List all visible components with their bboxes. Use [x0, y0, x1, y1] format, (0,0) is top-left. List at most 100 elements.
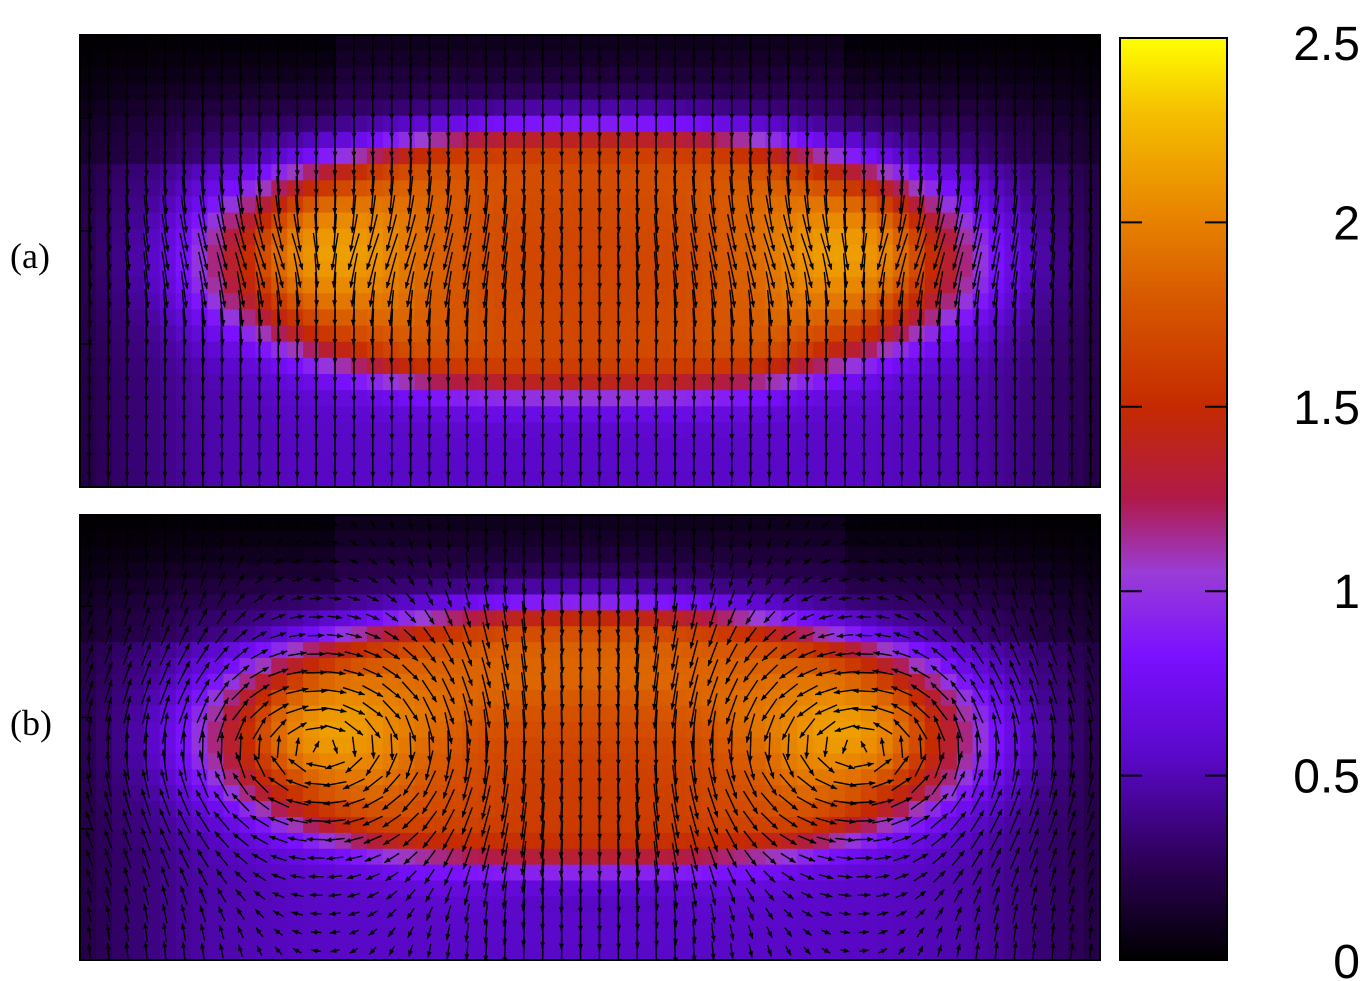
- heatmap-cell: [956, 406, 974, 424]
- heatmap-cell: [111, 658, 129, 675]
- heatmap-cell: [653, 530, 671, 548]
- heatmap-cell: [621, 341, 639, 359]
- heatmap-cell: [1052, 67, 1069, 85]
- heatmap-cell: [924, 896, 942, 913]
- heatmap-cell: [940, 357, 958, 375]
- heatmap-cell: [781, 658, 798, 675]
- vector-arrow: [405, 195, 415, 233]
- heatmap-cell: [860, 721, 878, 739]
- heatmap-cell: [590, 769, 607, 786]
- heatmap-cell: [494, 67, 511, 85]
- vector-arrow: [744, 233, 757, 271]
- heatmap-cell: [765, 705, 782, 723]
- heatmap-cell: [239, 115, 256, 133]
- vector-arrow: [252, 233, 267, 270]
- heatmap-cell: [239, 99, 256, 117]
- heatmap-cell: [605, 261, 623, 278]
- heatmap-cell: [1068, 35, 1085, 52]
- heatmap-cell: [574, 689, 591, 707]
- heatmap-cell: [1068, 880, 1085, 898]
- heatmap-cell: [733, 357, 750, 375]
- heatmap-cell: [143, 864, 161, 882]
- heatmap-cell: [430, 753, 448, 770]
- vector-arrow: [256, 518, 262, 530]
- heatmap-cell: [175, 785, 193, 802]
- heatmap-cell: [159, 912, 177, 929]
- heatmap-cell: [1068, 610, 1085, 627]
- heatmap-cell: [829, 912, 846, 929]
- heatmap-cell: [1036, 406, 1053, 424]
- heatmap-cell: [526, 689, 543, 707]
- vector-arrow: [483, 515, 489, 536]
- heatmap-cell: [590, 83, 607, 101]
- heatmap-cell: [733, 880, 750, 898]
- heatmap-cell: [80, 530, 97, 548]
- heatmap-cell: [653, 67, 671, 85]
- heatmap-cell: [590, 880, 607, 898]
- heatmap-cell: [526, 816, 543, 834]
- vector-arrow: [291, 233, 304, 270]
- heatmap-cell: [733, 753, 750, 770]
- heatmap-cell: [797, 562, 814, 580]
- heatmap-cell: [940, 642, 958, 659]
- heatmap-cell: [733, 131, 750, 149]
- heatmap-cell: [829, 35, 846, 52]
- heatmap-cell: [159, 406, 177, 424]
- heatmap-cell: [255, 594, 272, 611]
- heatmap-cell: [749, 928, 766, 945]
- heatmap-cell: [940, 148, 958, 165]
- heatmap-cell: [223, 148, 240, 165]
- heatmap-cell: [1084, 196, 1100, 214]
- heatmap-cell: [717, 642, 735, 659]
- heatmap-cell: [335, 546, 352, 564]
- heatmap-cell: [366, 390, 384, 407]
- heatmap-cell: [223, 944, 240, 960]
- heatmap-cell: [940, 374, 958, 391]
- vector-arrow: [462, 213, 472, 252]
- heatmap-cell: [414, 737, 432, 754]
- heatmap-cell: [335, 642, 352, 659]
- heatmap-cell: [526, 546, 543, 564]
- heatmap-cell: [940, 562, 958, 580]
- vector-arrow: [404, 233, 417, 270]
- heatmap-cell: [95, 51, 113, 68]
- heatmap-cell: [829, 928, 846, 945]
- vector-arrow: [933, 233, 946, 270]
- vector-arrow: [729, 516, 734, 533]
- heatmap-cell: [111, 816, 129, 834]
- heatmap-cell: [829, 658, 846, 675]
- heatmap-cell: [80, 546, 97, 564]
- heatmap-cell: [239, 610, 256, 627]
- heatmap-cell: [717, 658, 735, 675]
- heatmap-cell: [207, 406, 225, 424]
- heatmap-cell: [876, 406, 894, 424]
- heatmap-cell: [924, 737, 942, 754]
- heatmap-cell: [940, 944, 958, 960]
- heatmap-cell: [797, 578, 814, 596]
- heatmap-cell: [781, 896, 798, 913]
- heatmap-cell: [287, 753, 304, 770]
- heatmap-cell: [637, 944, 655, 960]
- heatmap-cell: [191, 406, 209, 424]
- heatmap-cell: [175, 228, 193, 246]
- heatmap-cell: [637, 880, 655, 898]
- heatmap-cell: [1068, 594, 1085, 611]
- heatmap-cell: [1084, 228, 1100, 246]
- heatmap-cell: [303, 642, 320, 659]
- heatmap-cell: [940, 658, 958, 675]
- heatmap-cell: [765, 244, 782, 262]
- heatmap-cell: [478, 244, 495, 262]
- heatmap-cell: [494, 341, 511, 359]
- heatmap-cell: [1036, 390, 1053, 407]
- vector-arrow: [781, 233, 795, 270]
- vector-arrow: [914, 214, 927, 252]
- heatmap-cell: [765, 228, 782, 246]
- heatmap-cell: [845, 390, 862, 407]
- vector-arrow: [802, 214, 813, 252]
- heatmap-cell: [319, 610, 336, 627]
- heatmap-cell: [111, 406, 129, 424]
- heatmap-cell: [1004, 374, 1021, 391]
- heatmap-cell: [621, 325, 639, 343]
- heatmap-cell: [956, 737, 974, 754]
- heatmap-cell: [733, 67, 750, 85]
